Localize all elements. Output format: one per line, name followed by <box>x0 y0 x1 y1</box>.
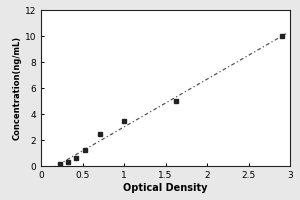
Y-axis label: Concentration(ng/mL): Concentration(ng/mL) <box>13 36 22 140</box>
X-axis label: Optical Density: Optical Density <box>123 183 208 193</box>
